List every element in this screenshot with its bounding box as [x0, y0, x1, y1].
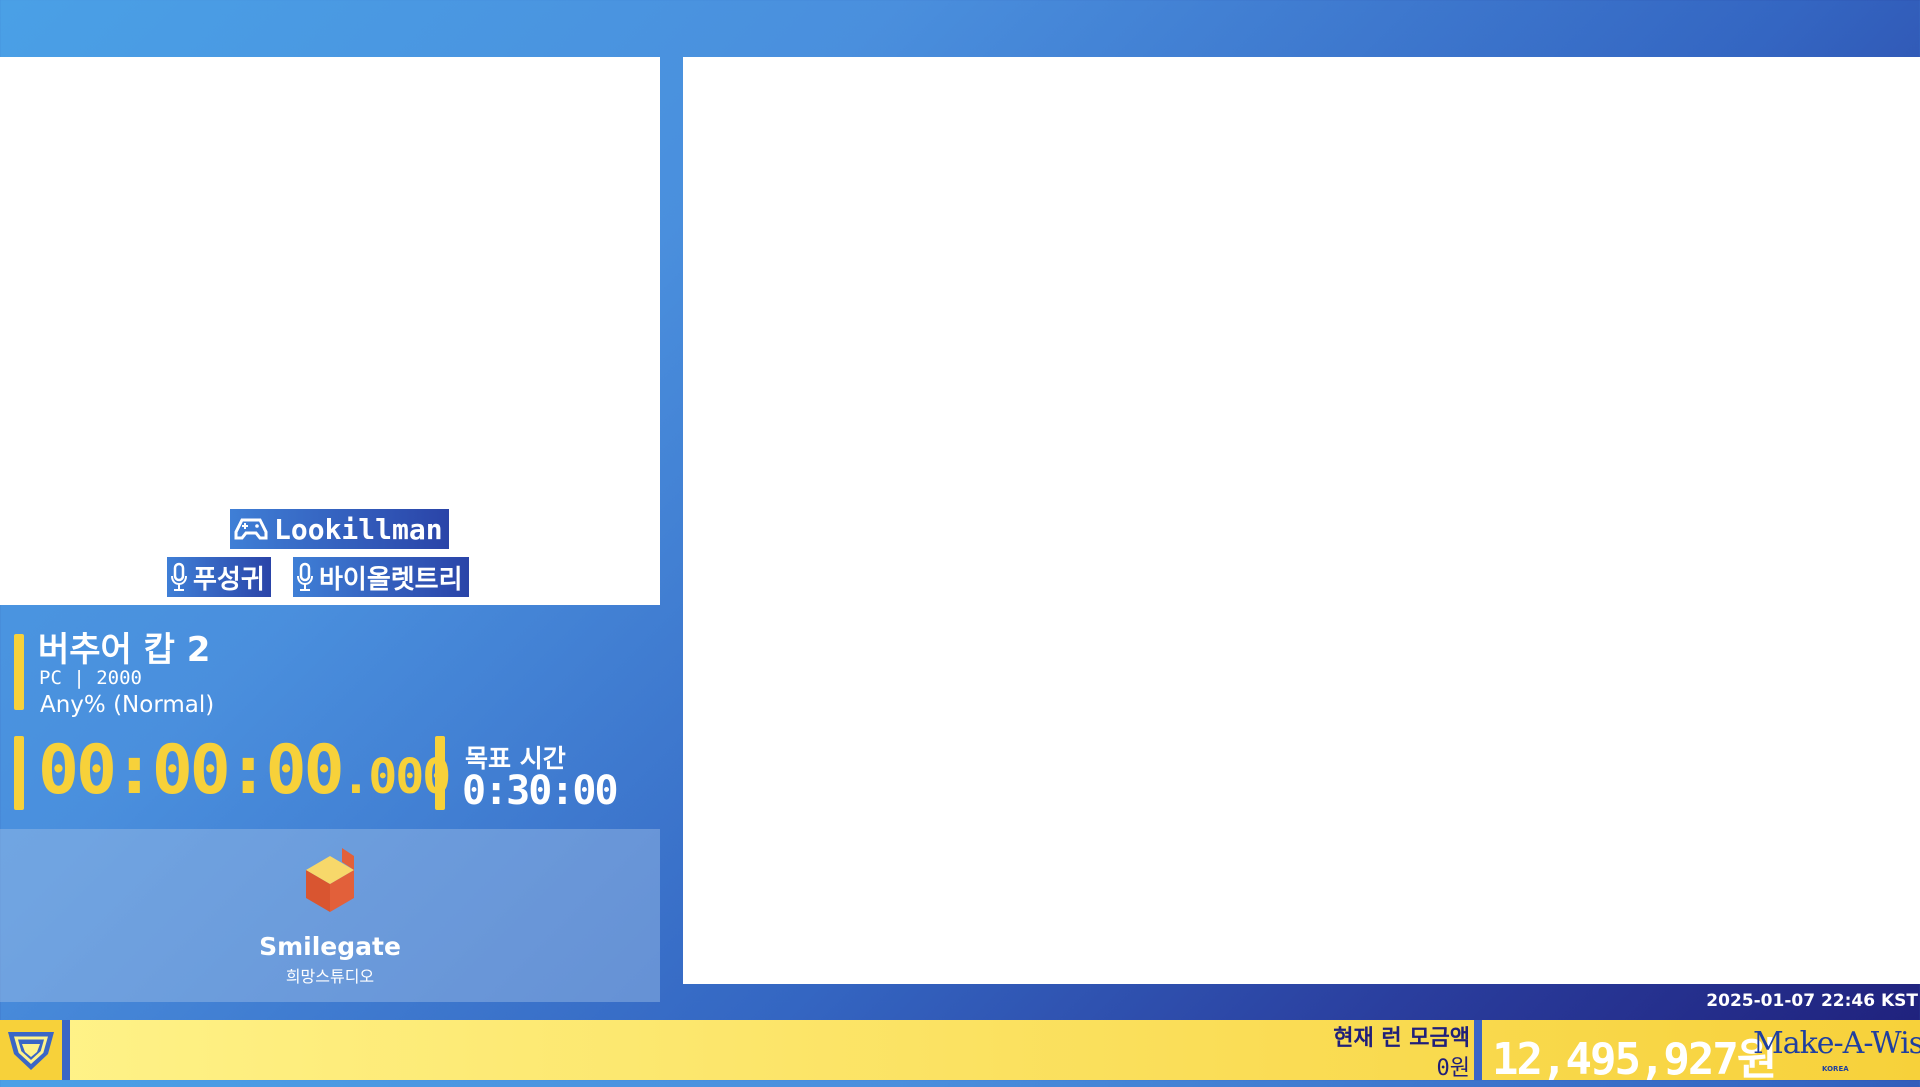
donation-bar: [0, 1020, 1920, 1080]
runner-name: Lookillman: [274, 512, 443, 546]
game-info-accent: [14, 634, 24, 710]
commentator-name: 바이올렛트리: [319, 564, 463, 595]
divider: [1474, 1020, 1482, 1080]
run-timer: 00:00:00.000: [38, 737, 452, 805]
microphone-icon: [297, 562, 313, 592]
smilegate-logo-icon: [302, 848, 358, 920]
goal-time-label: 목표 시간: [465, 744, 566, 773]
total-donation-amount: 12,495,927원: [1492, 1034, 1777, 1085]
shield-logo-icon: [0, 1020, 62, 1080]
make-a-wish-logo: Make-A-Wish.: [1753, 1026, 1920, 1061]
runner-tag: Lookillman: [230, 509, 449, 549]
game-category: Any% (Normal): [40, 692, 215, 718]
game-title: 버추어 캅 2: [38, 630, 211, 670]
goal-accent: [435, 736, 445, 810]
make-a-wish-subtitle: KOREA: [1822, 1065, 1849, 1073]
run-donation-value: 0원: [1436, 1056, 1471, 1081]
game-platform-year: PC | 2000: [39, 667, 142, 689]
event-logo-box: [0, 1020, 62, 1080]
microphone-icon: [171, 562, 187, 592]
gamepad-icon: [234, 516, 268, 542]
commentator-tag: 바이올렛트리: [293, 557, 469, 597]
divider: [62, 1020, 70, 1080]
goal-time-value: 0:30:00: [462, 768, 619, 814]
run-donation-label: 현재 런 모금액: [1333, 1026, 1470, 1051]
game-capture-pane: [683, 57, 1920, 984]
timer-main: 00:00:00: [38, 731, 345, 810]
commentator-name: 푸성귀: [193, 564, 265, 595]
timer-accent: [14, 736, 24, 810]
commentator-tag: 푸성귀: [167, 557, 271, 597]
sponsor-subtitle: 희망스튜디오: [285, 967, 375, 986]
timer-milliseconds: .000: [341, 749, 452, 805]
datetime-clock: 2025-01-07 22:46 KST: [1706, 991, 1918, 1011]
sponsor-name: Smilegate: [259, 932, 401, 961]
